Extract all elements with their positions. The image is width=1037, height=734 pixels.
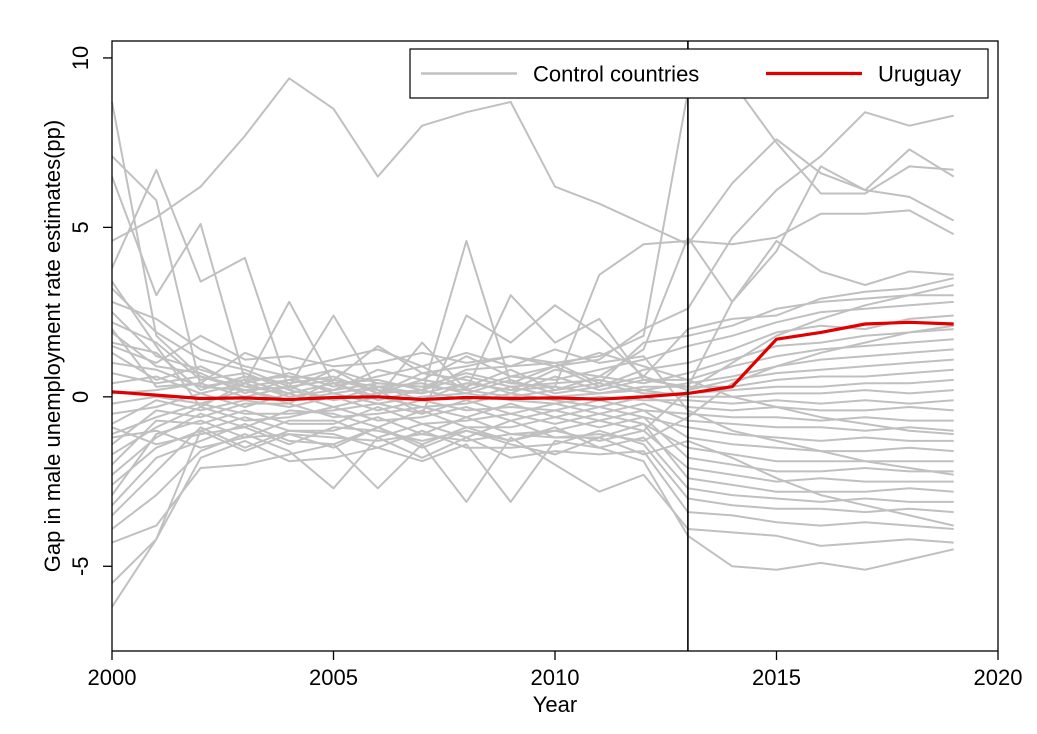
control-series-line-31	[111, 436, 954, 547]
y-tick-label-0: 0	[68, 391, 93, 403]
legend-control-label: Control countries	[533, 62, 699, 87]
control-series-line-22	[111, 402, 954, 446]
x-tick-label-2015: 2015	[752, 665, 801, 690]
control-series-line-4	[111, 80, 954, 402]
control-series-line-17	[111, 382, 954, 402]
treated-country-line	[111, 320, 954, 402]
control-series-line-37	[111, 284, 954, 446]
control-series-line-5	[111, 168, 955, 402]
control-series-line-25	[111, 409, 954, 476]
x-tick-label-2005: 2005	[309, 665, 358, 690]
control-series-line-35	[111, 334, 954, 436]
x-axis-title: Year	[533, 692, 577, 717]
control-series-line-6	[111, 239, 954, 408]
x-tick-label-2000: 2000	[88, 665, 137, 690]
legend-treated-label: Uruguay	[878, 62, 961, 87]
x-tick-label-2020: 2020	[974, 665, 1023, 690]
control-series-line-18	[111, 389, 954, 405]
y-tick-label--5: -5	[68, 556, 93, 576]
control-series-line-34	[111, 328, 954, 476]
control-series-line-16	[111, 375, 954, 398]
control-series-line-32	[111, 439, 954, 584]
y-axis: -5 0 5 10	[68, 46, 112, 576]
control-series-line-13	[111, 348, 954, 395]
x-axis: 2000 2005 2010 2015 2020	[88, 651, 1023, 690]
control-series-line-24	[111, 406, 954, 466]
control-series-line-10	[111, 314, 954, 392]
control-country-lines	[111, 77, 955, 608]
control-series-line-9	[111, 300, 954, 392]
treated-series-line	[111, 320, 954, 402]
y-tick-label-10: 10	[68, 46, 93, 70]
y-axis-title: Gap in male unemployment rate estimates(…	[40, 120, 65, 572]
control-series-line-15	[111, 368, 954, 395]
control-series-line-7	[111, 277, 954, 415]
control-series-line-1	[111, 77, 955, 246]
legend: Control countries Uruguay	[409, 48, 989, 99]
x-tick-label-2010: 2010	[531, 665, 580, 690]
control-series-line-26	[111, 416, 954, 486]
control-series-line-33	[111, 426, 954, 608]
control-series-line-14	[111, 358, 954, 395]
control-series-line-21	[111, 399, 954, 436]
control-series-line-8	[111, 294, 954, 385]
control-series-line-28	[111, 422, 954, 506]
y-tick-label-5: 5	[68, 221, 93, 233]
